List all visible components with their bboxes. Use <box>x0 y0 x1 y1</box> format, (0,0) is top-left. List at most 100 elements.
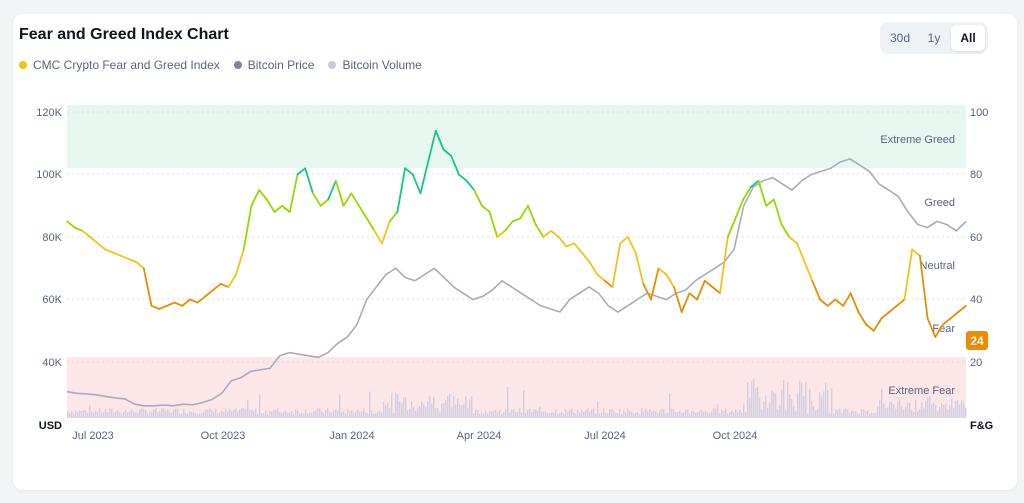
zone-label-extreme-greed: Extreme Greed <box>880 134 955 146</box>
fear-greed-segment <box>227 273 237 288</box>
volume-bar <box>135 412 137 418</box>
volume-bar <box>381 412 383 418</box>
volume-bar <box>273 410 275 418</box>
y-tick-120k: 120K <box>36 107 62 119</box>
volume-bar <box>669 393 671 418</box>
volume-bar <box>921 402 923 418</box>
volume-bar <box>695 412 697 418</box>
volume-bar <box>377 412 379 418</box>
fear-greed-segment <box>680 292 691 313</box>
volume-bar <box>297 410 299 418</box>
legend-item-bitcoin-volume[interactable]: Bitcoin Volume <box>328 58 422 72</box>
volume-bar <box>535 409 537 418</box>
fear-greed-segment <box>442 148 453 157</box>
fear-greed-segment <box>188 298 199 304</box>
volume-bar <box>507 387 509 418</box>
right-axis-unit-fg: F&G <box>970 420 993 432</box>
volume-bar <box>261 413 263 418</box>
volume-bar <box>917 411 919 418</box>
volume-bar <box>139 409 141 418</box>
volume-bar <box>757 386 759 418</box>
range-all-button[interactable]: All <box>951 25 985 51</box>
volume-bar <box>793 405 795 418</box>
x-tick-jan-2024: Jan 2024 <box>329 430 374 442</box>
volume-bar <box>123 411 125 418</box>
legend-item-fear-greed[interactable]: CMC Crypto Fear and Greed Index <box>19 58 220 72</box>
volume-bar <box>81 411 83 418</box>
volume-bar <box>711 411 713 418</box>
fear-greed-segment <box>219 282 230 288</box>
volume-bar <box>751 380 753 418</box>
volume-bar <box>189 411 191 418</box>
volume-bar <box>565 408 567 418</box>
y-tick-80k: 80K <box>42 232 62 244</box>
fear-greed-segment <box>457 173 468 182</box>
volume-bar <box>285 410 287 418</box>
volume-bar <box>909 402 911 418</box>
volume-bar <box>587 408 589 418</box>
fear-greed-segment <box>919 254 929 320</box>
volume-bar <box>713 408 715 418</box>
volume-bar <box>127 412 129 418</box>
volume-bar <box>371 410 373 418</box>
fear-greed-segment <box>826 298 837 307</box>
fear-greed-segment <box>265 198 276 213</box>
range-1y-button[interactable]: 1y <box>917 25 951 51</box>
volume-bar <box>359 411 361 418</box>
volume-bar <box>645 408 647 418</box>
volume-bar <box>151 411 153 418</box>
volume-bar <box>647 411 649 418</box>
volume-bar <box>391 392 393 418</box>
volume-bar <box>425 406 427 418</box>
volume-bar <box>283 411 285 418</box>
volume-bar <box>963 403 965 418</box>
volume-bar <box>111 408 113 418</box>
volume-bar <box>731 410 733 418</box>
fear-greed-segment <box>135 261 145 270</box>
fear-greed-segment <box>911 248 921 257</box>
volume-bar <box>149 411 151 418</box>
volume-bar <box>825 382 827 418</box>
volume-bar <box>417 407 419 418</box>
volume-bar <box>657 412 659 418</box>
volume-bar <box>475 409 477 418</box>
volume-bar <box>895 408 897 418</box>
volume-bar <box>585 410 587 418</box>
volume-bar <box>843 409 845 418</box>
fear-greed-segment <box>373 229 383 245</box>
volume-bar <box>893 404 895 418</box>
volume-bar <box>317 408 319 418</box>
fear-greed-segment <box>949 311 960 320</box>
volume-bar <box>175 408 177 418</box>
volume-bar <box>649 409 651 418</box>
volume-bar <box>307 413 309 418</box>
volume-bar <box>869 413 871 418</box>
range-30d-button[interactable]: 30d <box>883 25 917 51</box>
legend-item-bitcoin-price[interactable]: Bitcoin Price <box>233 58 314 72</box>
volume-bar <box>607 413 609 418</box>
volume-bar <box>549 413 551 418</box>
volume-bar <box>787 382 789 418</box>
volume-bar <box>729 412 731 418</box>
volume-bar <box>555 409 557 418</box>
fear-greed-segment <box>796 242 806 263</box>
volume-bar <box>897 401 899 418</box>
volume-bar <box>247 399 249 418</box>
fear-greed-segment <box>465 179 476 192</box>
fear-greed-segment <box>604 279 614 288</box>
volume-bar <box>101 412 103 418</box>
volume-bar <box>875 412 877 418</box>
volume-bar <box>961 400 963 418</box>
page-title: Fear and Greed Index Chart <box>19 26 229 43</box>
volume-bar <box>903 409 905 418</box>
zone-label-neutral: Neutral <box>920 260 955 272</box>
volume-bar <box>701 409 703 418</box>
volume-bar <box>207 409 209 418</box>
volume-bar <box>155 408 157 418</box>
volume-bar <box>939 407 941 418</box>
volume-bar <box>689 413 691 418</box>
right-tick-20: 20 <box>970 357 982 369</box>
fear-greed-segment <box>350 192 360 207</box>
y-tick-100k: 100K <box>36 169 62 181</box>
volume-bar <box>445 399 447 418</box>
